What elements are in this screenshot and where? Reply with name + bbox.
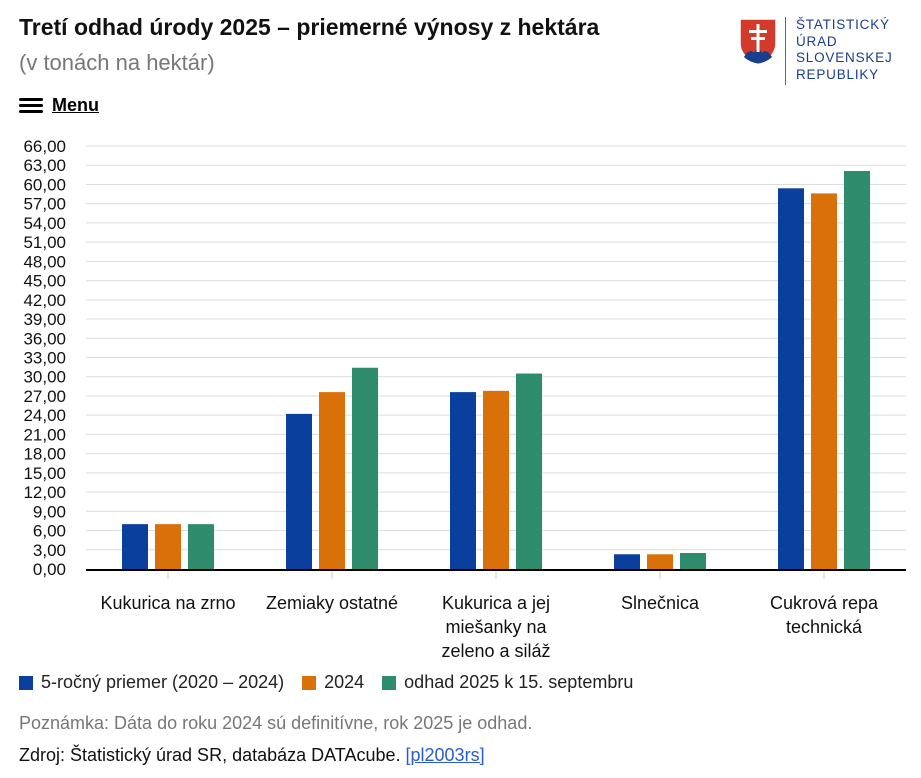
- y-tick-label: 36,00: [23, 329, 66, 348]
- bar: [122, 524, 148, 569]
- bar: [155, 524, 181, 569]
- bar: [680, 552, 706, 569]
- x-category-label: zeleno a siláž: [441, 641, 550, 661]
- source-text: Zdroj: Štatistický úrad SR, databáza DAT…: [19, 745, 401, 765]
- bar: [811, 193, 837, 569]
- legend-swatch-2025: [382, 675, 397, 690]
- y-tick-label: 18,00: [23, 445, 66, 464]
- x-category-label: technická: [786, 617, 863, 637]
- bar: [483, 390, 509, 569]
- page-title: Tretí odhad úrody 2025 – priemerné výnos…: [19, 14, 600, 40]
- bar: [450, 392, 476, 569]
- bar: [844, 170, 870, 569]
- y-tick-label: 12,00: [23, 483, 66, 502]
- chart-legend: 5-ročný priemer (2020 – 2024) 2024 odhad…: [19, 672, 651, 693]
- bar: [516, 373, 542, 569]
- bar: [286, 413, 312, 569]
- legend-item-2024[interactable]: 2024: [302, 672, 364, 693]
- legend-label-2025: odhad 2025 k 15. septembru: [404, 672, 634, 692]
- statistical-office-logo[interactable]: ŠTATISTICKÝ ÚRAD SLOVENSKEJ REPUBLIKY: [738, 17, 908, 87]
- logo-text: ŠTATISTICKÝ ÚRAD SLOVENSKEJ REPUBLIKY: [796, 17, 893, 83]
- y-tick-label: 0,00: [33, 560, 66, 579]
- y-tick-label: 27,00: [23, 387, 66, 406]
- legend-label-avg: 5-ročný priemer (2020 – 2024): [41, 672, 285, 692]
- logo-line-1: ŠTATISTICKÝ: [796, 17, 890, 32]
- chart-note: Poznámka: Dáta do roku 2024 sú definitív…: [19, 713, 533, 733]
- y-tick-label: 39,00: [23, 310, 66, 329]
- y-tick-label: 33,00: [23, 349, 66, 368]
- y-tick-label: 51,00: [23, 233, 66, 252]
- x-category-label: Zemiaky ostatné: [266, 593, 398, 613]
- legend-item-2025[interactable]: odhad 2025 k 15. septembru: [382, 672, 633, 693]
- bar: [647, 554, 673, 569]
- logo-line-3: SLOVENSKEJ: [796, 50, 893, 65]
- y-tick-label: 57,00: [23, 195, 66, 214]
- bar: [352, 367, 378, 569]
- page-subtitle: (v tonách na hektár): [19, 50, 215, 75]
- y-tick-label: 21,00: [23, 425, 66, 444]
- x-category-label: Cukrová repa: [770, 593, 879, 613]
- menu-button[interactable]: Menu: [19, 95, 99, 116]
- x-category-label: Kukurica na zrno: [100, 593, 235, 613]
- menu-label: Menu: [52, 95, 99, 115]
- legend-swatch-avg: [19, 675, 33, 690]
- y-tick-label: 3,00: [33, 541, 66, 560]
- y-tick-label: 63,00: [23, 156, 66, 175]
- bar: [319, 392, 345, 569]
- y-tick-label: 45,00: [23, 272, 66, 291]
- y-tick-label: 42,00: [23, 291, 66, 310]
- x-category-label: Slnečnica: [621, 593, 700, 613]
- logo-divider: [785, 17, 786, 85]
- x-category-label: Kukurica a jej: [442, 593, 550, 613]
- x-category-label: miešanky na: [445, 617, 547, 637]
- y-tick-label: 24,00: [23, 406, 66, 425]
- bar: [778, 188, 804, 570]
- y-tick-label: 9,00: [33, 502, 66, 521]
- y-tick-label: 15,00: [23, 464, 66, 483]
- chart-source: Zdroj: Štatistický úrad SR, databáza DAT…: [19, 745, 485, 766]
- y-tick-label: 48,00: [23, 252, 66, 271]
- logo-line-4: REPUBLIKY: [796, 66, 879, 82]
- logo-line-2: ÚRAD: [796, 33, 838, 49]
- hamburger-icon: [19, 97, 43, 114]
- y-tick-label: 60,00: [23, 175, 66, 194]
- y-tick-label: 54,00: [23, 214, 66, 233]
- legend-item-avg[interactable]: 5-ročný priemer (2020 – 2024): [19, 672, 284, 693]
- y-tick-label: 30,00: [23, 368, 66, 387]
- y-tick-label: 6,00: [33, 522, 66, 541]
- slovak-coat-of-arms-icon: [739, 18, 777, 65]
- bar: [188, 524, 214, 569]
- y-tick-label: 66,00: [23, 137, 66, 156]
- legend-label-2024: 2024: [324, 672, 365, 692]
- bar-chart: 0,003,006,009,0012,0015,0018,0021,0024,0…: [23, 137, 906, 661]
- legend-swatch-2024: [302, 675, 317, 690]
- bar: [614, 554, 640, 569]
- source-link[interactable]: [pl2003rs]: [405, 745, 485, 765]
